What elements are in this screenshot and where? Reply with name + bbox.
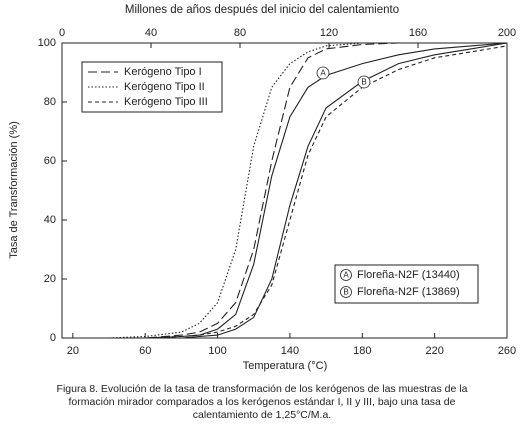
x2-tick-label: 40: [145, 27, 157, 39]
y-tick-label: 20: [44, 273, 56, 285]
caption-line: Figura 8. Evolución de la tasa de transf…: [57, 383, 468, 395]
x-tick-label: 20: [67, 345, 79, 357]
legend-label: Floreña-N2F (13869): [357, 286, 460, 298]
x-tick-label: 220: [425, 345, 443, 357]
legend-marker: [340, 286, 352, 298]
series-line: [109, 42, 508, 339]
legend-marker-label: B: [343, 288, 348, 297]
x-tick-label: 180: [353, 345, 371, 357]
x2-tick-label: 0: [59, 27, 65, 39]
top-axis-title: Millones de años después del inicio del …: [125, 4, 399, 16]
legend-label: Kerógeno Tipo I: [124, 66, 202, 78]
x2-tick-label: 200: [498, 27, 516, 39]
curve-marker-label: B: [361, 78, 366, 87]
x2-tick-label: 120: [320, 27, 338, 39]
legend-label: Floreña-N2F (13440): [357, 269, 460, 281]
y-tick-label: 40: [44, 214, 56, 226]
y-tick-label: 80: [44, 96, 56, 108]
legend-marker-label: A: [343, 271, 349, 280]
series-line: [109, 45, 508, 339]
x-tick-label: 100: [208, 345, 226, 357]
curve-marker-label: A: [320, 69, 326, 78]
series-line: [108, 42, 507, 339]
legend-marker: [340, 269, 352, 281]
legend-label: Kerógeno Tipo II: [124, 81, 205, 93]
legend-box: [334, 264, 479, 304]
x-tick-label: 140: [281, 345, 299, 357]
y-axis-title: Tasa de Transformación (%): [8, 121, 20, 259]
x2-tick-label: 160: [409, 27, 427, 39]
curve-marker: [357, 75, 371, 89]
y-tick-label: 0: [50, 332, 56, 344]
y-tick-label: 60: [44, 155, 56, 167]
x-tick-label: 60: [139, 345, 151, 357]
x-axis-title: Temperatura (°C): [243, 360, 327, 372]
y-tick-label: 100: [38, 37, 56, 49]
caption-line: calentamiento de 1,25°C/M.a.: [193, 409, 331, 421]
curve-marker: [316, 66, 330, 80]
x2-tick-label: 80: [234, 27, 246, 39]
legend-label: Kerógeno Tipo III: [124, 96, 208, 108]
plot-frame: [61, 42, 508, 339]
legend-box: [81, 61, 223, 113]
x-tick-label: 260: [498, 345, 516, 357]
series-line: [109, 42, 507, 339]
series-line: [109, 42, 508, 339]
caption-line: formación mirador comparados a los keróg…: [69, 396, 456, 408]
